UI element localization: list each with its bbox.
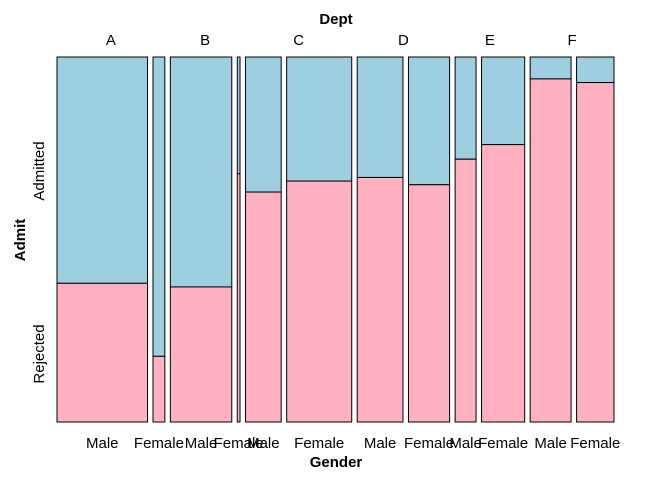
gender-label-b-male: Male <box>185 435 218 452</box>
gender-label-e-male: Male <box>449 435 482 452</box>
tile-b-male-rejected <box>169 286 233 423</box>
tile-d-female-rejected <box>407 184 451 423</box>
dept-label-d: D <box>398 32 409 49</box>
tile-b-male-admitted <box>169 56 233 288</box>
gender-label-a-male: Male <box>86 435 119 452</box>
mosaic-tiles <box>56 56 615 423</box>
tile-a-male-admitted <box>56 56 149 284</box>
tile-c-male-rejected <box>245 191 282 423</box>
tile-e-male-rejected <box>454 158 477 423</box>
tile-d-male-rejected <box>356 176 404 423</box>
tile-f-female-admitted <box>576 56 615 84</box>
dept-label-c: C <box>293 32 304 49</box>
tile-c-female-rejected <box>286 180 353 423</box>
gender-label-c-male: Male <box>247 435 280 452</box>
tile-b-female-rejected <box>236 173 241 423</box>
gender-axis-title: Gender <box>310 454 363 471</box>
tile-d-female-admitted <box>407 56 451 186</box>
gender-label-f-male: Male <box>534 435 567 452</box>
dept-labels: A B C D E F <box>106 32 577 49</box>
dept-label-f: F <box>568 32 577 49</box>
gender-label-d-male: Male <box>364 435 397 452</box>
gender-label-e-female: Female <box>478 435 528 452</box>
admit-axis-title: Admit <box>12 219 29 262</box>
admit-level-label-rejected: Rejected <box>31 324 48 383</box>
admit-level-label-admitted: Admitted <box>31 141 48 200</box>
tile-f-male-admitted <box>529 56 572 80</box>
gender-label-d-female: Female <box>404 435 454 452</box>
tile-c-male-admitted <box>245 56 282 193</box>
dept-label-e: E <box>485 32 495 49</box>
gender-label-b-female: Female <box>214 435 264 452</box>
dept-axis-title: Dept <box>319 11 352 28</box>
tile-e-male-admitted <box>454 56 477 160</box>
gender-label-c-female: Female <box>294 435 344 452</box>
tile-e-female-admitted <box>481 56 526 146</box>
gender-label-f-female: Female <box>570 435 620 452</box>
tile-e-female-rejected <box>481 144 526 423</box>
tile-a-female-admitted <box>152 56 166 357</box>
tile-a-female-rejected <box>152 355 166 423</box>
tile-f-female-rejected <box>576 82 615 423</box>
tile-b-female-admitted <box>236 56 241 175</box>
tile-f-male-rejected <box>529 78 572 423</box>
tile-a-male-rejected <box>56 282 149 423</box>
dept-label-a: A <box>106 32 116 49</box>
tile-c-female-admitted <box>286 56 353 182</box>
gender-label-a-female: Female <box>134 435 184 452</box>
tile-d-male-admitted <box>356 56 404 178</box>
dept-label-b: B <box>200 32 210 49</box>
